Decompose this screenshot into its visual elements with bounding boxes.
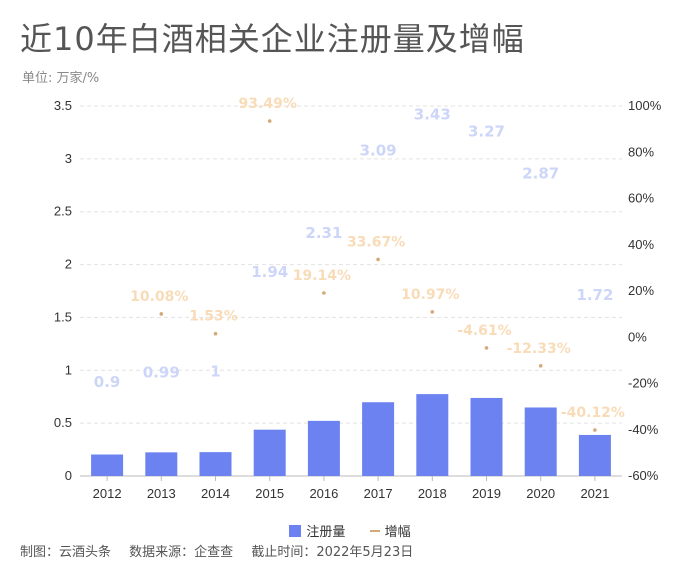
growth-point <box>159 312 164 316</box>
footer-maker: 制图：云酒头条 <box>20 545 112 560</box>
x-axis-tick-label: 2015 <box>255 486 284 501</box>
right-axis-tick-label: -20% <box>628 376 659 391</box>
bar-data-label: 1.72 <box>576 286 613 304</box>
bar-data-label: 3.09 <box>360 141 397 159</box>
x-axis-tick-label: 2020 <box>526 486 555 501</box>
bar <box>416 394 449 476</box>
left-axis-tick-label: 2 <box>65 257 72 272</box>
unit-label: 单位: 万家/% <box>22 71 100 86</box>
x-axis-tick-label: 2012 <box>93 486 122 501</box>
bar <box>145 452 178 476</box>
left-axis-tick-label: 0.5 <box>54 415 72 430</box>
legend-bar-swatch <box>289 525 302 537</box>
bar-data-label: 3.27 <box>468 122 505 140</box>
legend-line-label: 增幅 <box>384 525 411 540</box>
right-axis-tick-label: 80% <box>628 144 654 159</box>
growth-data-label: -40.12% <box>561 405 625 421</box>
growth-data-label: -12.33% <box>507 341 571 357</box>
growth-data-label: 19.14% <box>293 268 351 284</box>
footer: 制图：云酒头条 数据来源：企查查 截止时间：2022年5月23日 <box>20 541 427 560</box>
left-axis-tick-label: 0 <box>65 468 72 483</box>
chart-title: 近10年白酒相关企业注册量及增幅 <box>20 20 525 58</box>
left-axis-tick-label: 2.5 <box>54 204 72 219</box>
legend-line-swatch <box>369 530 380 532</box>
bar-data-label: 1 <box>210 362 220 380</box>
bar-data-label: 2.31 <box>305 224 342 242</box>
bar-data-label: 3.43 <box>414 105 451 123</box>
x-axis-tick-label: 2021 <box>580 486 609 501</box>
left-axis-tick-label: 3.5 <box>54 98 72 113</box>
left-axis-tick-label: 1.5 <box>54 309 72 324</box>
growth-data-label: 33.67% <box>347 234 405 250</box>
chart-canvas: 0 0.5 1 1.5 2 2.5 3 3.5 -60% -40% -20% 0% 20% 40% 60% 8… <box>54 96 662 501</box>
bar-data-label: 1.94 <box>251 263 288 281</box>
growth-data-label: 93.49% <box>239 96 297 112</box>
growth-data-label: 10.08% <box>130 289 188 305</box>
bar <box>578 434 611 476</box>
growth-point <box>538 363 543 368</box>
x-axis-tick-label: 2019 <box>472 486 501 501</box>
legend-bar-label: 注册量 <box>306 525 346 540</box>
bar-data-label: 0.9 <box>94 373 121 391</box>
growth-point <box>213 331 218 336</box>
bar-data-label: 2.87 <box>522 165 559 183</box>
right-axis-tick-label: 40% <box>628 237 654 252</box>
bar <box>91 454 124 476</box>
bar <box>470 397 503 476</box>
x-axis-tick-label: 2016 <box>309 486 338 501</box>
legend: 注册量 增幅 <box>0 521 700 540</box>
right-axis-tick-label: 100% <box>628 98 662 113</box>
left-axis-tick-label: 1 <box>65 362 72 377</box>
growth-point <box>484 346 489 350</box>
growth-point <box>430 310 435 314</box>
x-axis-tick-label: 2017 <box>364 486 393 501</box>
bar <box>524 407 557 476</box>
right-axis-tick-label: 60% <box>628 191 654 206</box>
x-axis-tick-label: 2013 <box>147 486 176 501</box>
legend-item-growth[interactable]: 增幅 <box>369 521 411 540</box>
growth-point <box>376 257 380 262</box>
left-axis-tick-label: 3 <box>65 151 72 166</box>
right-axis-tick-label: -40% <box>628 422 659 437</box>
right-axis-tick-label: 0% <box>628 329 647 344</box>
growth-point <box>593 428 597 432</box>
growth-data-label: -4.61% <box>457 323 511 339</box>
x-axis-tick-label: 2018 <box>418 486 447 501</box>
growth-data-label: 1.53% <box>189 309 238 325</box>
bar <box>253 429 286 476</box>
bar <box>362 402 395 476</box>
right-axis-tick-label: 20% <box>628 283 654 298</box>
growth-data-label: 10.97% <box>401 287 459 303</box>
growth-point <box>267 119 272 123</box>
growth-point <box>322 291 326 295</box>
right-axis-tick-label: -60% <box>628 468 659 483</box>
footer-source: 数据来源：企查查 <box>129 545 234 560</box>
footer-cutoff: 截止时间：2022年5月23日 <box>251 545 414 560</box>
legend-item-registrations[interactable]: 注册量 <box>289 521 345 540</box>
bar-data-label: 0.99 <box>143 363 180 381</box>
x-axis-tick-label: 2014 <box>201 486 230 501</box>
bar <box>199 452 232 476</box>
bar <box>307 420 340 476</box>
